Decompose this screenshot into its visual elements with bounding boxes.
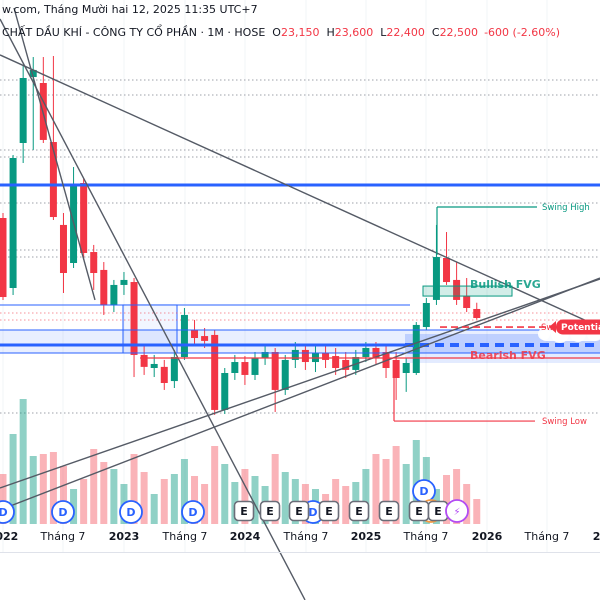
swing-low-label: Swing Low	[542, 417, 587, 427]
bearish-fvg-label: Bearish FVG	[470, 349, 546, 362]
event-badges[interactable]: DDDDDDSEEEEEEEE⚡	[0, 479, 469, 524]
blue-levels[interactable]	[0, 183, 600, 354]
svg-text:E: E	[385, 505, 393, 518]
close-label: C	[431, 26, 440, 39]
earnings-badge-icon	[378, 500, 400, 522]
watermark-text: w.com, Tháng Mười hai 12, 2025 11:35 UTC…	[2, 3, 258, 16]
svg-text:D: D	[419, 485, 428, 498]
svg-text:E: E	[434, 505, 442, 518]
earnings-badge-icon	[233, 500, 255, 522]
svg-text:⚡: ⚡	[453, 507, 460, 518]
svg-text:D: D	[188, 506, 197, 519]
bullish-fvg-label: Bullish FVG	[470, 278, 541, 291]
close-value: 22,500	[439, 26, 479, 39]
x-axis-label: Tháng 7	[162, 530, 208, 543]
bullish-fvg[interactable]: Bullish FVG	[422, 278, 541, 297]
potential-target-label: Potential Target	[561, 323, 600, 333]
svg-text:E: E	[415, 505, 423, 518]
symbol-info-row[interactable]: CHẤT DẦU KHÍ - CÔNG TY CỔ PHẦN · 1M · HO…	[2, 26, 560, 39]
target-fragment-label: Swi	[541, 323, 556, 333]
x-axis-label: Tháng 7	[524, 530, 570, 543]
dotted-levels[interactable]	[0, 79, 600, 414]
earnings-badge-icon	[288, 500, 310, 522]
high-label: H	[326, 26, 335, 39]
dividend-badge-icon	[51, 500, 75, 524]
swing-low-marker[interactable]: Swing Low	[393, 378, 587, 427]
dividend-badge-icon	[119, 500, 143, 524]
trendlines[interactable]	[0, 7, 600, 600]
earnings-badge-icon	[318, 500, 340, 522]
svg-text:D: D	[308, 506, 317, 519]
axis-divider	[0, 552, 600, 553]
svg-text:E: E	[266, 505, 274, 518]
change-value: -600 (-2.60%)	[484, 26, 561, 39]
svg-text:D: D	[58, 506, 67, 519]
low-label: L	[380, 26, 387, 39]
potential-target-badge[interactable]: Swi Potential Target	[541, 319, 600, 335]
x-axis-label: 2025	[350, 530, 382, 543]
svg-text:D: D	[0, 506, 8, 519]
bolt-badge-icon	[445, 499, 469, 523]
high-value: 23,600	[334, 26, 374, 39]
dividend-badge-icon	[0, 500, 15, 524]
x-axis-label: Tháng 7	[403, 530, 449, 543]
x-axis-label: 2026	[471, 530, 503, 543]
x-axis-label: 2024	[229, 530, 261, 543]
earnings-badge-icon	[348, 500, 370, 522]
dividend-badge-icon	[181, 500, 205, 524]
low-value: 22,400	[386, 26, 425, 39]
open-label: O	[272, 26, 281, 39]
svg-text:E: E	[355, 505, 363, 518]
x-axis-label: 2027	[592, 530, 600, 543]
x-axis-label: 2022	[0, 530, 19, 543]
symbol-description: CHẤT DẦU KHÍ - CÔNG TY CỔ PHẦN · 1M · HO…	[2, 26, 266, 39]
x-axis-label: Tháng 7	[40, 530, 86, 543]
x-axis[interactable]: 2022 Tháng 7 2023 Tháng 7 2024 Tháng 7 2025 Thá…	[0, 530, 600, 548]
svg-text:E: E	[240, 505, 248, 518]
earnings-badge-icon	[259, 500, 281, 522]
svg-text:E: E	[295, 505, 303, 518]
open-value: 23,150	[280, 26, 320, 39]
svg-text:E: E	[325, 505, 333, 518]
swing-high-label: Swing High	[542, 203, 590, 213]
svg-text:D: D	[126, 506, 135, 519]
x-axis-label: Tháng 7	[283, 530, 329, 543]
swing-high-marker[interactable]: Swing High	[436, 203, 590, 255]
x-axis-label: 2023	[108, 530, 140, 543]
